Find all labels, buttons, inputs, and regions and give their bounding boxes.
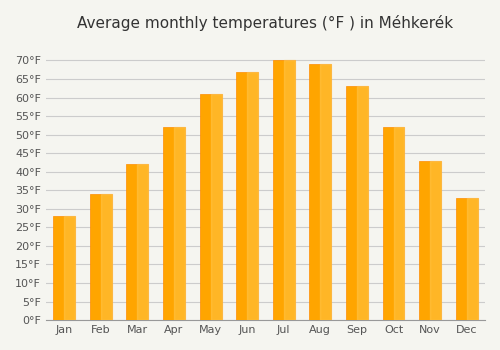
- Bar: [101, 194, 112, 320]
- Bar: [346, 86, 368, 320]
- Bar: [272, 61, 294, 320]
- Bar: [210, 94, 222, 320]
- Bar: [320, 64, 332, 320]
- Bar: [466, 198, 477, 320]
- Bar: [138, 164, 148, 320]
- Bar: [174, 127, 185, 320]
- Bar: [357, 86, 368, 320]
- Bar: [310, 64, 332, 320]
- Bar: [284, 61, 294, 320]
- Bar: [53, 216, 75, 320]
- Bar: [126, 164, 148, 320]
- Bar: [90, 194, 112, 320]
- Bar: [64, 216, 75, 320]
- Bar: [200, 94, 222, 320]
- Bar: [382, 127, 404, 320]
- Bar: [163, 127, 185, 320]
- Title: Average monthly temperatures (°F ) in Méhkerék: Average monthly temperatures (°F ) in Mé…: [78, 15, 454, 31]
- Bar: [419, 161, 441, 320]
- Bar: [430, 161, 441, 320]
- Bar: [456, 198, 477, 320]
- Bar: [236, 71, 258, 320]
- Bar: [247, 71, 258, 320]
- Bar: [394, 127, 404, 320]
